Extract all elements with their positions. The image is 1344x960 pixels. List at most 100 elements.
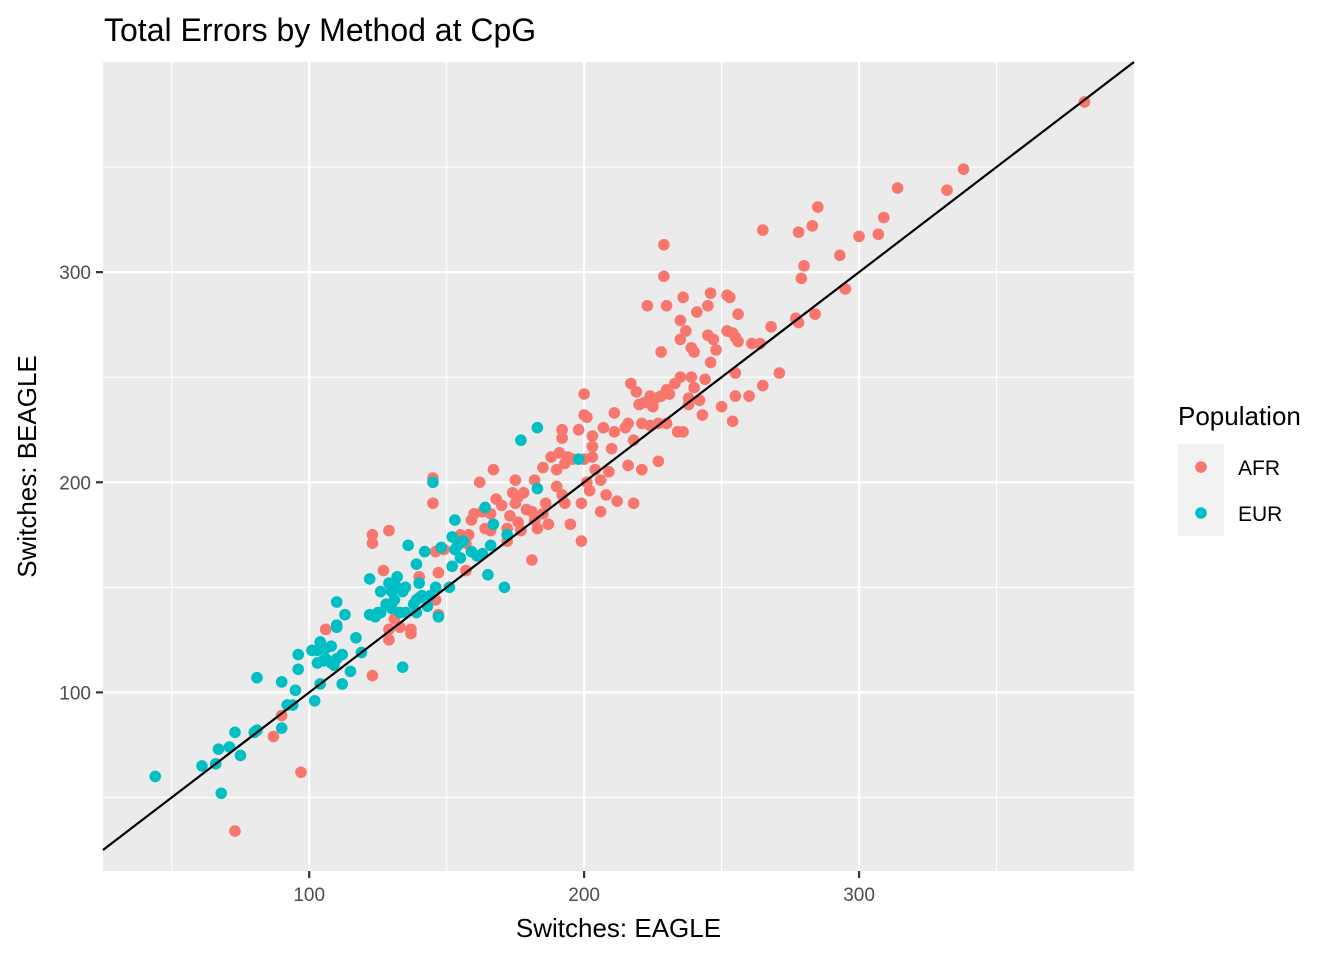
point-eur <box>572 453 585 465</box>
point-afr <box>743 390 755 402</box>
point-eur <box>336 648 348 661</box>
point-afr <box>594 505 607 518</box>
x-tick-label: 100 <box>293 885 325 906</box>
point-afr <box>581 411 593 423</box>
x-tick-label: 200 <box>568 885 600 906</box>
point-afr <box>531 522 544 535</box>
legend-key-background <box>1178 444 1224 536</box>
point-afr <box>798 260 810 272</box>
point-afr <box>504 510 516 522</box>
point-afr <box>366 528 379 541</box>
point-eur <box>399 581 412 594</box>
point-eur <box>410 558 423 571</box>
point-afr <box>685 371 698 383</box>
point-afr <box>746 337 758 350</box>
point-afr <box>575 497 588 510</box>
point-eur <box>454 552 467 564</box>
point-eur <box>275 722 288 734</box>
point-eur <box>429 581 442 594</box>
point-afr <box>600 489 612 501</box>
point-afr <box>702 299 714 312</box>
point-afr <box>699 373 711 386</box>
point-eur <box>330 596 343 608</box>
axis-ticks <box>96 271 861 878</box>
point-afr <box>658 239 670 251</box>
point-eur <box>484 539 497 552</box>
y-axis-title: Switches: BEAGLE <box>12 355 42 578</box>
point-afr <box>597 421 610 434</box>
point-afr <box>630 386 643 398</box>
point-eur <box>374 585 387 598</box>
point-afr <box>724 291 736 304</box>
point-eur <box>427 476 439 489</box>
point-eur <box>330 619 343 631</box>
point-afr <box>757 224 769 236</box>
point-eur <box>391 571 403 583</box>
point-eur <box>435 541 447 554</box>
point-afr <box>809 308 821 320</box>
legend: Population AFR EUR <box>1178 401 1301 536</box>
y-tick-label: 300 <box>59 263 91 284</box>
point-eur <box>402 539 414 552</box>
tick-labels: 100 200 300 100 200 300 <box>59 263 875 906</box>
point-afr <box>608 407 621 419</box>
point-afr <box>674 333 687 346</box>
point-afr <box>517 486 530 499</box>
point-afr <box>704 287 717 299</box>
y-tick-label: 100 <box>59 683 91 704</box>
point-afr <box>366 669 379 682</box>
point-eur <box>344 665 357 678</box>
point-afr <box>539 497 552 510</box>
point-afr <box>957 163 970 175</box>
x-tick-label: 300 <box>843 885 875 906</box>
chart-title: Total Errors by Method at CpG <box>104 12 536 48</box>
point-afr <box>652 417 665 430</box>
point-eur <box>339 608 351 621</box>
legend-items: AFR EUR <box>1178 444 1282 536</box>
point-afr <box>660 299 673 312</box>
point-eur <box>149 770 162 783</box>
point-afr <box>460 564 472 577</box>
point-eur <box>388 594 401 606</box>
point-afr <box>878 211 890 224</box>
point-afr <box>542 518 555 531</box>
point-afr <box>680 325 692 337</box>
point-afr <box>556 423 568 436</box>
point-afr <box>765 320 777 333</box>
point-afr <box>383 634 395 646</box>
point-afr <box>773 367 786 379</box>
point-afr <box>732 335 744 348</box>
point-afr <box>427 497 439 510</box>
point-afr <box>586 440 599 453</box>
point-afr <box>627 497 640 510</box>
point-afr <box>405 627 417 640</box>
point-afr <box>550 480 563 493</box>
point-afr <box>575 535 588 547</box>
point-eur <box>308 694 321 707</box>
point-afr <box>1078 96 1091 108</box>
point-afr <box>795 272 808 285</box>
reference-line <box>102 61 1135 851</box>
point-afr <box>710 344 722 356</box>
point-afr <box>732 308 744 320</box>
point-eur <box>446 531 458 543</box>
point-eur <box>413 577 425 589</box>
x-axis-title: Switches: EAGLE <box>516 913 721 943</box>
legend-title: Population <box>1178 401 1301 431</box>
point-eur <box>396 661 409 673</box>
data-points <box>149 96 1091 837</box>
point-eur <box>432 610 445 623</box>
y-tick-label: 200 <box>59 473 91 494</box>
point-afr <box>652 455 665 468</box>
point-afr <box>677 291 689 304</box>
plot-panel <box>103 62 1134 871</box>
point-eur <box>289 684 302 697</box>
point-eur <box>498 581 511 594</box>
point-afr <box>622 417 634 430</box>
point-afr <box>636 463 648 476</box>
point-afr <box>691 306 703 318</box>
grid-major <box>103 62 1134 871</box>
point-eur <box>446 560 458 573</box>
point-afr <box>550 463 563 476</box>
